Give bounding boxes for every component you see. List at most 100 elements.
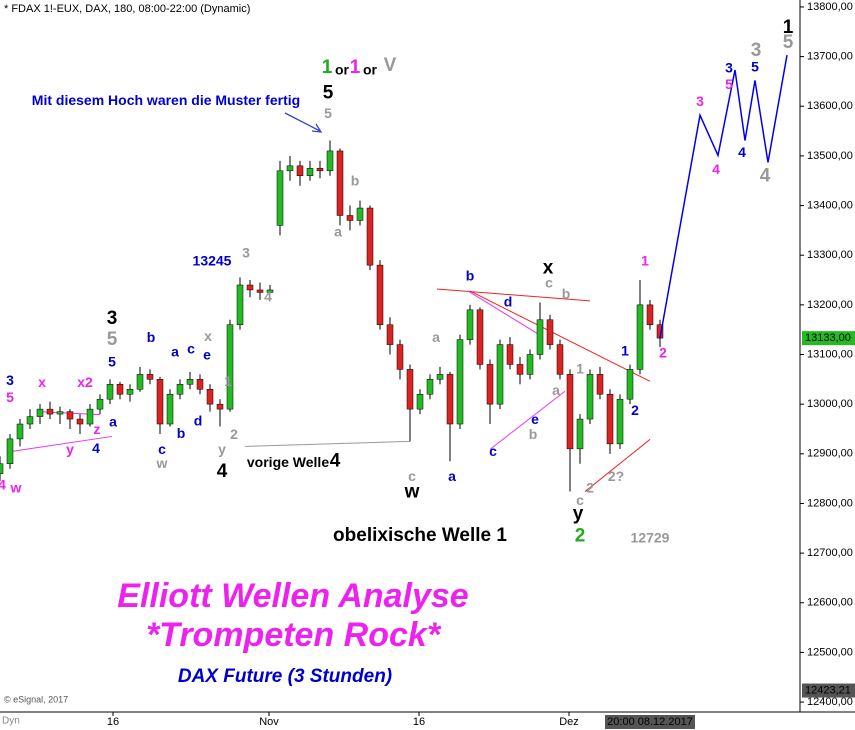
candle-body	[186, 379, 194, 385]
x-tick-label: 16	[107, 716, 119, 728]
annotation: y	[573, 503, 584, 524]
annotation: c	[187, 341, 195, 357]
candle-body	[86, 408, 94, 425]
candle-body	[356, 207, 364, 221]
annotation: 5	[324, 105, 332, 121]
annotation: vorige Welle	[247, 454, 329, 470]
annotation: 1	[224, 373, 232, 389]
y-tick-label: 13300,00	[807, 249, 853, 261]
annotation: y	[218, 441, 226, 457]
candle-body	[36, 408, 44, 417]
candle-body	[606, 393, 614, 445]
y-tick-label: 13400,00	[807, 199, 853, 211]
y-tick-label: 13700,00	[807, 51, 853, 63]
candle-body	[76, 418, 84, 425]
annotation: 1	[350, 57, 361, 78]
candle-body	[146, 374, 154, 380]
annotation: z	[94, 421, 101, 437]
cursor-price: 12423,21	[805, 684, 851, 696]
annotation: 5	[323, 82, 334, 103]
annotation: a	[448, 468, 456, 484]
candle-body	[96, 398, 104, 410]
annotation: b	[147, 329, 156, 345]
annotation: obelixische Welle 1	[333, 525, 507, 546]
candle-body	[166, 393, 174, 425]
trend-line	[489, 390, 566, 450]
candle-body	[396, 344, 404, 370]
candle-body	[346, 215, 354, 221]
candle-body	[636, 304, 644, 370]
annotation: d	[504, 294, 513, 310]
y-tick-label: 12700,00	[807, 547, 853, 559]
annotation: a	[109, 414, 117, 430]
candle-body	[496, 344, 504, 405]
annotation: 4	[330, 450, 341, 471]
candle-body	[336, 150, 344, 216]
annotation: 3	[725, 60, 733, 76]
candle-body	[596, 374, 604, 395]
y-tick-label: 13500,00	[807, 150, 853, 162]
candle-body	[486, 364, 494, 405]
title: Elliott Wellen Analyse	[117, 577, 468, 615]
annotation: 4	[712, 161, 720, 177]
projection-line	[659, 54, 788, 339]
annotation: 1	[322, 57, 333, 78]
candle-body	[376, 264, 384, 325]
annotation: 2	[230, 426, 238, 442]
y-tick-label: 13600,00	[807, 100, 853, 112]
trend-line	[436, 288, 591, 302]
annotation: 3	[107, 308, 118, 329]
candle-body	[116, 384, 124, 395]
trend-line	[584, 439, 651, 492]
candle-body	[16, 423, 24, 440]
candle-body	[296, 165, 304, 177]
candle-body	[516, 364, 524, 375]
candle-body	[626, 369, 634, 400]
annotation: c	[158, 441, 166, 457]
annotation: x	[204, 328, 212, 344]
candle-body	[236, 284, 244, 325]
trend-line	[244, 440, 411, 447]
y-tick-label: 12500,00	[807, 646, 853, 658]
candle-body	[416, 393, 424, 410]
subtitle: *Trompeten Rock*	[146, 616, 442, 654]
candle-body	[506, 344, 514, 365]
annotation: w	[10, 479, 22, 495]
candle-body	[286, 165, 294, 172]
candle-body	[556, 344, 564, 375]
candle-body	[536, 319, 544, 355]
y-tick-label: 12600,00	[807, 597, 853, 609]
annotation: b	[466, 267, 475, 283]
annotation: 4	[760, 165, 771, 186]
y-tick-label: 13200,00	[807, 299, 853, 311]
candle-body	[46, 408, 54, 415]
candle-body	[526, 354, 534, 375]
annotation: 2	[631, 402, 639, 418]
annotation: 1	[641, 252, 649, 268]
annotation: 5	[783, 32, 794, 53]
y-tick-label: 13800,00	[807, 1, 853, 13]
candle-body	[246, 284, 254, 291]
annotation: x	[38, 374, 46, 390]
annotation: 1	[783, 17, 794, 38]
candle-body	[266, 289, 274, 293]
candle-body	[326, 150, 334, 172]
candle-body	[646, 304, 654, 325]
annotation: c	[489, 443, 497, 459]
candle-body	[566, 374, 574, 450]
annotation: b	[351, 172, 360, 188]
candle-body	[206, 389, 214, 405]
candle-body	[366, 207, 374, 266]
candle-body	[586, 374, 594, 420]
y-tick-label: 13000,00	[807, 398, 853, 410]
annotation: 2	[659, 345, 667, 361]
trend-line	[11, 435, 113, 452]
y-tick-label: 13100,00	[807, 348, 853, 360]
candle-body	[126, 389, 134, 395]
trend-line	[467, 290, 541, 336]
annotation: 1	[576, 361, 584, 377]
annotation: e	[531, 411, 539, 427]
candle-body	[576, 418, 584, 450]
candle-body	[256, 289, 264, 293]
